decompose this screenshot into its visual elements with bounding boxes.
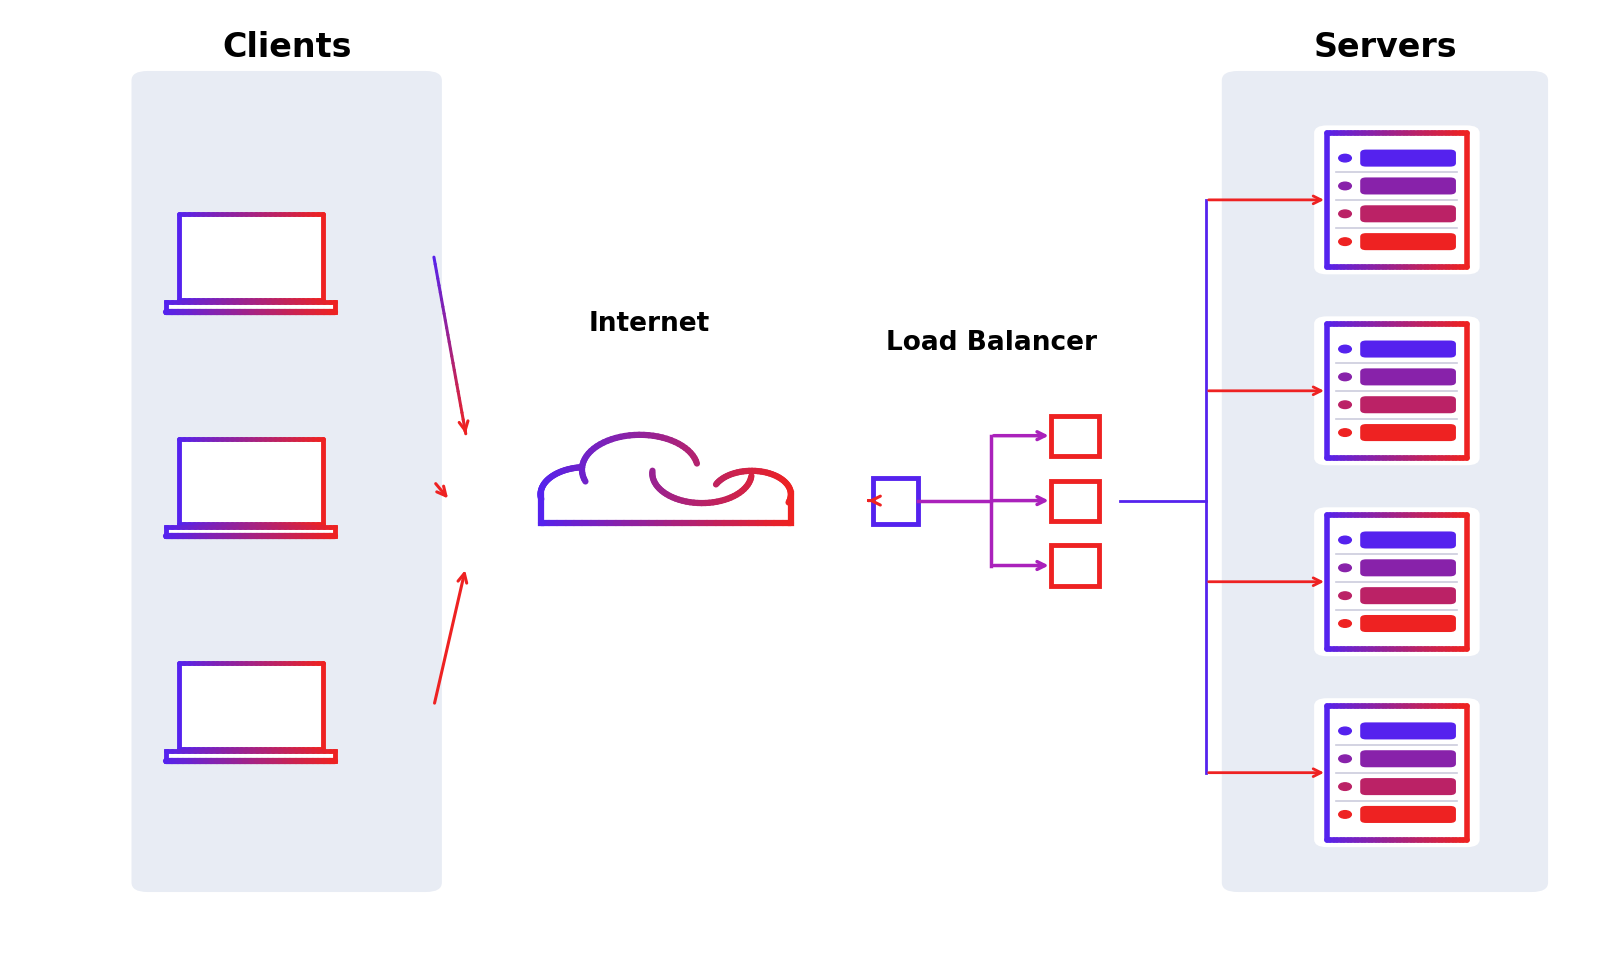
Circle shape xyxy=(1339,238,1352,246)
FancyBboxPatch shape xyxy=(1360,341,1456,357)
FancyBboxPatch shape xyxy=(1051,481,1099,521)
FancyBboxPatch shape xyxy=(1360,722,1456,740)
FancyBboxPatch shape xyxy=(1222,71,1549,892)
Polygon shape xyxy=(166,302,336,312)
Circle shape xyxy=(1339,727,1352,735)
FancyBboxPatch shape xyxy=(1360,396,1456,413)
FancyBboxPatch shape xyxy=(1360,778,1456,795)
FancyBboxPatch shape xyxy=(1360,177,1456,195)
FancyBboxPatch shape xyxy=(1360,205,1456,222)
Text: Internet: Internet xyxy=(589,311,709,337)
FancyBboxPatch shape xyxy=(131,71,442,892)
Circle shape xyxy=(1339,210,1352,218)
Polygon shape xyxy=(179,664,323,748)
FancyBboxPatch shape xyxy=(1051,416,1099,455)
FancyBboxPatch shape xyxy=(1360,806,1456,823)
Polygon shape xyxy=(166,527,336,536)
FancyBboxPatch shape xyxy=(1314,125,1480,274)
FancyBboxPatch shape xyxy=(1360,615,1456,632)
FancyBboxPatch shape xyxy=(1360,532,1456,549)
Circle shape xyxy=(1339,536,1352,544)
Circle shape xyxy=(582,435,698,505)
Circle shape xyxy=(653,444,752,503)
Circle shape xyxy=(1339,811,1352,819)
FancyBboxPatch shape xyxy=(1314,698,1480,847)
FancyBboxPatch shape xyxy=(1051,545,1099,586)
Circle shape xyxy=(1339,783,1352,791)
Text: Clients: Clients xyxy=(222,31,352,64)
Circle shape xyxy=(541,467,632,522)
Circle shape xyxy=(1339,154,1352,162)
Circle shape xyxy=(1339,401,1352,408)
Circle shape xyxy=(1339,182,1352,190)
FancyBboxPatch shape xyxy=(1360,149,1456,167)
FancyBboxPatch shape xyxy=(1360,750,1456,768)
Text: Load Balancer: Load Balancer xyxy=(885,330,1096,356)
Circle shape xyxy=(1339,429,1352,436)
FancyBboxPatch shape xyxy=(1360,560,1456,576)
FancyBboxPatch shape xyxy=(1314,508,1480,656)
FancyBboxPatch shape xyxy=(1360,233,1456,250)
Circle shape xyxy=(1339,373,1352,380)
Polygon shape xyxy=(541,494,790,523)
FancyBboxPatch shape xyxy=(874,478,918,524)
Polygon shape xyxy=(179,215,323,299)
Circle shape xyxy=(1339,592,1352,599)
Polygon shape xyxy=(166,751,336,761)
Circle shape xyxy=(1339,755,1352,763)
Circle shape xyxy=(1339,620,1352,627)
FancyBboxPatch shape xyxy=(1360,424,1456,441)
Polygon shape xyxy=(179,439,323,524)
Circle shape xyxy=(1339,346,1352,352)
Text: Servers: Servers xyxy=(1314,31,1456,64)
Circle shape xyxy=(712,471,790,518)
FancyBboxPatch shape xyxy=(1314,316,1480,465)
Circle shape xyxy=(1339,564,1352,572)
FancyBboxPatch shape xyxy=(1360,369,1456,385)
FancyBboxPatch shape xyxy=(1360,587,1456,604)
